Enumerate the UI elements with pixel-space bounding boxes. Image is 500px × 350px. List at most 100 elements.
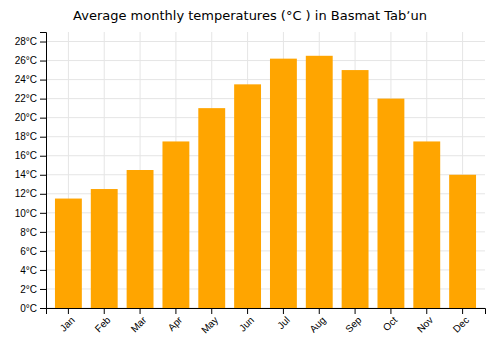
tick: Feb: [93, 308, 113, 334]
tick-mark: [175, 308, 176, 314]
tick-label: Dec: [451, 314, 471, 334]
x-axis: Jan Feb Mar Apr May Jun Jul Aug Sep Oct Nov Dec: [47, 308, 486, 336]
tick: 26°C: [15, 55, 46, 66]
tick-mark: [40, 80, 46, 81]
tick: Apr: [166, 308, 185, 333]
tick: Dec: [451, 308, 471, 335]
tick: 28°C: [15, 36, 46, 47]
grid-line: [46, 41, 485, 42]
tick: 20°C: [15, 112, 46, 123]
tick: Aug: [307, 308, 327, 335]
tick-label: 6°C: [20, 246, 37, 257]
axis-line: [47, 309, 486, 315]
tick: 12°C: [15, 188, 46, 199]
tick-label: May: [199, 314, 220, 335]
tick-mark: [40, 289, 46, 290]
tick-label: 12°C: [15, 188, 37, 199]
tick: Jun: [237, 308, 256, 334]
tick-mark: [40, 232, 46, 233]
tick-mark: [140, 308, 141, 314]
tick-label: 22°C: [15, 93, 37, 104]
tick: 14°C: [15, 169, 46, 180]
tick-mark: [40, 42, 46, 43]
tick: 10°C: [15, 208, 46, 219]
tick-mark: [40, 175, 46, 176]
tick-mark: [40, 156, 46, 157]
grid: [46, 32, 485, 308]
tick-label: 20°C: [15, 112, 37, 123]
tick: 0°C: [20, 303, 46, 314]
bar: [55, 199, 82, 308]
grid-line: [46, 98, 485, 99]
bar: [270, 59, 297, 308]
tick: 4°C: [20, 265, 46, 276]
tick-label: 16°C: [15, 150, 37, 161]
tick-mark: [247, 308, 248, 314]
tick: 16°C: [15, 150, 46, 161]
tick-mark: [40, 308, 46, 309]
bar: [449, 175, 476, 308]
bar: [198, 108, 225, 308]
tick-label: 0°C: [20, 303, 37, 314]
tick-label: 2°C: [20, 284, 37, 295]
tick-label: Aug: [307, 314, 327, 334]
tick: Jan: [58, 308, 77, 334]
tick: Mar: [129, 308, 149, 334]
tick-label: 14°C: [15, 169, 37, 180]
tick-mark: [40, 137, 46, 138]
bar: [342, 70, 369, 308]
bars: [55, 56, 476, 308]
tick: Jul: [275, 308, 292, 331]
axis-line: [40, 33, 47, 309]
tick-mark: [426, 308, 427, 314]
tick-mark: [40, 118, 46, 119]
tick-label: Jan: [58, 314, 77, 333]
tick-mark: [355, 308, 356, 314]
tick-mark: [319, 308, 320, 314]
tick-label: Mar: [129, 314, 149, 334]
tick-label: Jul: [275, 314, 292, 331]
tick: 8°C: [20, 227, 46, 238]
tick-label: Sep: [343, 314, 364, 335]
tick: 2°C: [20, 284, 46, 295]
y-axis: 0°C 2°C 4°C 6°C 8°C 10°C 12°C 14°C 16°C 18°C 20°C 2…: [15, 33, 47, 314]
bar: [234, 84, 261, 308]
bar: [413, 141, 440, 308]
tick: 24°C: [15, 74, 46, 85]
tick-label: 26°C: [15, 55, 37, 66]
bar: [306, 56, 333, 308]
tick-mark: [40, 213, 46, 214]
tick-mark: [104, 308, 105, 314]
tick: Sep: [343, 308, 364, 335]
chart: 0°C 2°C 4°C 6°C 8°C 10°C 12°C 14°C 16°C 18°C 20°C 2…: [0, 0, 500, 350]
tick-mark: [211, 308, 212, 314]
tick-mark: [283, 308, 284, 314]
grid-line: [46, 117, 485, 118]
tick-mark: [40, 99, 46, 100]
tick-mark: [68, 308, 69, 314]
grid-line: [46, 79, 485, 80]
grid-line: [46, 136, 485, 137]
bar: [162, 141, 189, 308]
tick: 6°C: [20, 246, 46, 257]
plot: 0°C 2°C 4°C 6°C 8°C 10°C 12°C 14°C 16°C 18°C 20°C 2…: [15, 32, 486, 336]
tick-label: 18°C: [15, 131, 37, 142]
bar: [377, 99, 404, 308]
tick: 22°C: [15, 93, 46, 104]
tick-label: 8°C: [20, 227, 37, 238]
tick-mark: [40, 251, 46, 252]
tick-label: Nov: [415, 314, 435, 334]
grid-line: [46, 60, 485, 61]
tick-label: 28°C: [15, 36, 37, 47]
bar: [91, 189, 118, 308]
tick-mark: [390, 308, 391, 314]
tick-mark: [40, 61, 46, 62]
tick: 18°C: [15, 131, 46, 142]
tick: Oct: [381, 308, 400, 333]
tick-label: 4°C: [20, 265, 37, 276]
tick-mark: [40, 194, 46, 195]
tick: May: [199, 308, 220, 336]
tick-label: 10°C: [15, 208, 37, 219]
tick-label: Jun: [237, 314, 256, 333]
tick-label: Apr: [166, 314, 185, 333]
